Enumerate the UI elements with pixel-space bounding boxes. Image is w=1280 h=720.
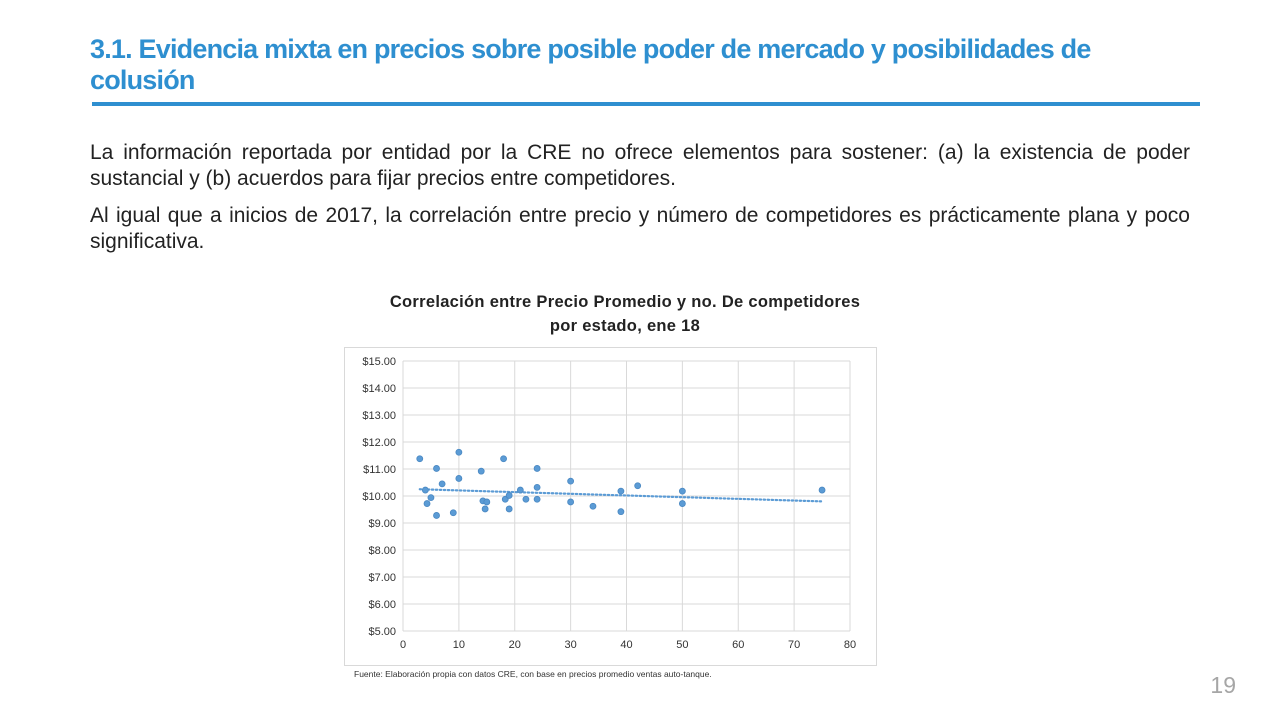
data-point: [818, 486, 826, 494]
chart-grid: [402, 360, 851, 632]
x-tick-label: 40: [620, 639, 632, 651]
data-point: [567, 498, 575, 506]
data-point: [421, 486, 429, 494]
data-point: [455, 475, 463, 482]
chart-source-note: Fuente: Elaboración propia con datos CRE…: [354, 669, 712, 679]
x-tick-label: 50: [676, 639, 688, 651]
data-point: [455, 448, 463, 456]
data-point: [589, 502, 597, 510]
data-point: [533, 465, 541, 472]
y-tick-label: $6.00: [368, 599, 396, 611]
chart-trendline-group: [418, 488, 824, 503]
chart-title: Correlación entre Precio Promedio y no. …: [300, 290, 950, 338]
x-tick-label: 10: [453, 639, 465, 651]
x-tick-label: 70: [788, 639, 800, 651]
data-point: [505, 505, 513, 513]
data-point: [617, 487, 625, 495]
data-point: [433, 512, 440, 519]
data-point: [678, 487, 686, 495]
data-point: [500, 455, 507, 463]
trendline: [418, 488, 824, 503]
body-text: La información reportada por entidad por…: [90, 140, 1190, 266]
scatter-chart: $5.00 $6.00 $7.00 $8.00 $9.00 $10.00 $11.00 $12…: [362, 356, 856, 651]
data-point: [516, 486, 524, 494]
data-point: [477, 467, 485, 475]
data-point: [481, 505, 489, 513]
y-tick-label: $11.00: [363, 464, 396, 476]
data-point: [505, 492, 513, 499]
x-tick-label: 20: [509, 639, 521, 651]
data-point: [483, 498, 491, 506]
data-point: [427, 494, 435, 502]
y-tick-label: $12.00: [362, 437, 396, 449]
y-tick-label: $8.00: [368, 545, 396, 557]
slide-title: 3.1. Evidencia mixta en precios sobre po…: [90, 34, 1091, 95]
y-tick-label: $10.00: [362, 491, 396, 503]
data-point: [533, 495, 541, 503]
data-point: [533, 483, 541, 491]
data-point: [416, 455, 424, 463]
data-point: [522, 495, 530, 503]
data-point: [567, 477, 575, 485]
data-point: [449, 509, 457, 517]
x-tick-label: 80: [844, 639, 856, 651]
x-tick-label: 30: [565, 639, 577, 651]
paragraph-2: Al igual que a inicios de 2017, la corre…: [90, 204, 1190, 253]
chart-title-line-1: Correlación entre Precio Promedio y no. …: [389, 293, 861, 311]
y-tick-label: $13.00: [362, 410, 396, 422]
title-underline: [92, 102, 1200, 106]
chart-points: [416, 448, 826, 519]
data-point: [617, 508, 625, 516]
data-point: [433, 465, 440, 472]
chart-title-line-2: por estado, ene 18: [549, 317, 701, 335]
page-number: 19: [1210, 672, 1236, 698]
y-tick-label: $5.00: [368, 626, 396, 638]
x-tick-label: 60: [732, 639, 744, 651]
data-point: [678, 500, 686, 507]
x-tick-label: 0: [400, 639, 406, 651]
data-point: [423, 500, 431, 507]
paragraph-1: La información reportada por entidad por…: [90, 141, 1190, 190]
data-point: [634, 482, 642, 490]
y-tick-label: $15.00: [362, 356, 396, 368]
y-tick-label: $9.00: [368, 518, 396, 530]
chart-frame: $5.00 $6.00 $7.00 $8.00 $9.00 $10.00 $11.00 $12…: [344, 347, 877, 666]
y-tick-label: $7.00: [368, 572, 396, 584]
y-tick-label: $14.00: [362, 383, 396, 395]
chart-axes: $5.00 $6.00 $7.00 $8.00 $9.00 $10.00 $11.00 $12…: [362, 356, 856, 651]
data-point: [438, 480, 446, 488]
